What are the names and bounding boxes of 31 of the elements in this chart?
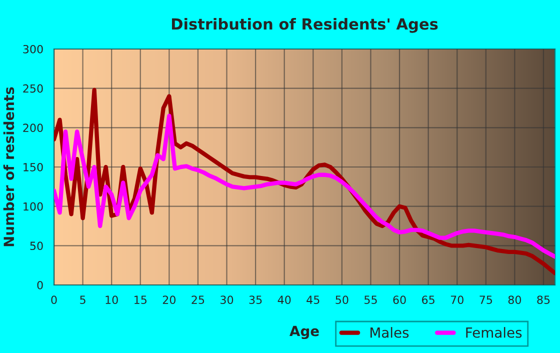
x-tick-label: 15	[134, 296, 146, 304]
x-axis-title: Age	[290, 326, 319, 340]
x-tick-label: 70	[450, 296, 464, 304]
x-tick-label: 65	[422, 296, 434, 304]
legend-label: Females	[466, 327, 522, 338]
x-tick-label: 25	[192, 296, 204, 304]
x-tick-label: 60	[393, 296, 406, 304]
y-tick-label: 300	[23, 44, 43, 54]
legend-label: Males	[370, 327, 409, 338]
y-tick-label: 150	[24, 162, 43, 172]
y-tick-label: 0	[37, 280, 43, 290]
x-tick-label: 5	[80, 296, 86, 304]
x-tick-label: 45	[306, 296, 320, 304]
x-tick-label: 30	[220, 296, 234, 304]
y-tick-label: 250	[23, 84, 43, 93]
x-tick-label: 55	[364, 296, 377, 304]
x-tick-label: 0	[51, 296, 57, 304]
y-tick-label: 100	[24, 202, 43, 211]
x-tick-label: 40	[278, 296, 291, 304]
y-tick-label: 200	[23, 124, 43, 132]
x-tick-label: 80	[508, 296, 522, 304]
x-tick-label: 85	[537, 296, 550, 304]
y-tick-label: 50	[30, 242, 43, 250]
chart-title: Distribution of Residents' Ages	[172, 18, 438, 33]
x-tick-label: 10	[106, 296, 118, 304]
x-tick-label: 50	[336, 296, 348, 304]
y-axis-title: Number of residents	[3, 87, 14, 246]
line-series	[54, 114, 555, 259]
x-tick-label: 20	[162, 296, 176, 304]
x-tick-label: 35	[249, 296, 262, 304]
x-tick-label: 75	[480, 296, 492, 304]
